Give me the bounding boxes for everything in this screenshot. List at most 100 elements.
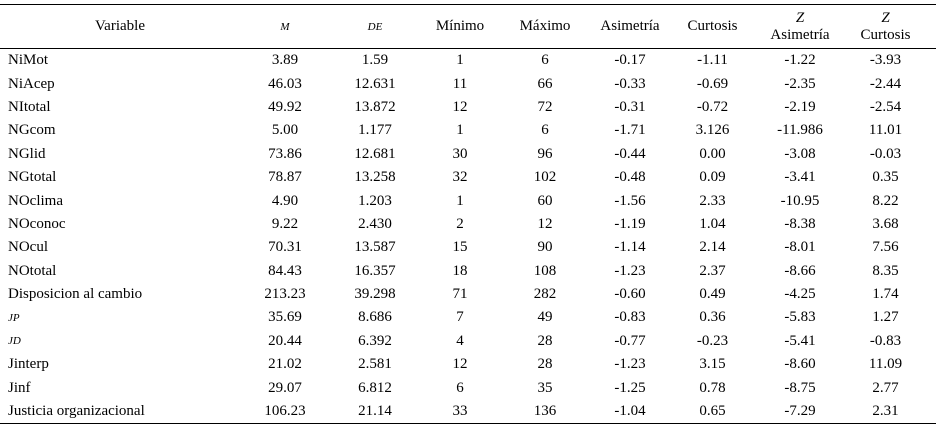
value-cell: -0.60	[600, 283, 660, 306]
cell-text: 1.27	[872, 309, 899, 326]
header-cell: Curtosis	[660, 4, 765, 49]
value-cell: -1.19	[600, 213, 660, 236]
value-cell: -8.75	[765, 376, 835, 399]
cell-text: 1.74	[872, 286, 899, 303]
variable-cell: JP	[0, 306, 250, 329]
cell-text: JD	[8, 335, 21, 348]
cell-text: NGlid	[8, 145, 46, 162]
header-cell: Mínimo	[430, 4, 490, 49]
table-row: JP 35.69 8.686 7 49 -0.83 0.36 -5.83 1.27	[0, 306, 936, 329]
page-body: Variable M DE Mínimo Máximo Asimetría Curtosis…	[0, 4, 936, 432]
cell-text: -0.83	[614, 309, 646, 326]
value-cell: 20.44	[250, 330, 320, 353]
cell-text: 3.126	[695, 122, 730, 139]
cell-text: 1	[456, 122, 464, 139]
cell-text: -0.33	[614, 75, 646, 92]
header-text: DE	[367, 20, 383, 33]
value-cell: 35	[490, 376, 600, 399]
value-cell: 28	[490, 353, 600, 376]
cell-text: NOclima	[8, 192, 63, 209]
header-cell: Z Curtosis	[835, 4, 936, 49]
cell-text: -2.35	[784, 75, 816, 92]
cell-text: 15	[452, 239, 468, 256]
value-cell: 282	[490, 283, 600, 306]
header-cell: M	[250, 4, 320, 49]
value-cell: 12	[490, 213, 600, 236]
descriptive-table: Variable M DE Mínimo Máximo Asimetría Curtosis…	[0, 4, 936, 425]
cell-text: 0.00	[699, 145, 726, 162]
cell-text: 6	[456, 379, 464, 396]
value-cell: 33	[430, 399, 490, 425]
cell-text: -2.44	[869, 75, 902, 92]
value-cell: 18	[430, 260, 490, 283]
cell-text: 12	[452, 98, 468, 115]
cell-text: NGcom	[8, 122, 56, 139]
value-cell: 32	[430, 166, 490, 189]
value-cell: 84.43	[250, 260, 320, 283]
value-cell: 0.36	[660, 306, 765, 329]
value-cell: -5.83	[765, 306, 835, 329]
value-cell: 4	[430, 330, 490, 353]
value-cell: 11.09	[835, 353, 936, 376]
cell-text: -2.54	[869, 98, 902, 115]
value-cell: -8.38	[765, 213, 835, 236]
cell-text: -3.93	[869, 52, 902, 69]
cell-text: Disposicion al cambio	[8, 286, 143, 303]
cell-text: 30	[452, 145, 468, 162]
cell-text: 71	[452, 286, 468, 303]
variable-cell: NOclima	[0, 189, 250, 212]
value-cell: 2.430	[320, 213, 430, 236]
cell-text: 8.22	[872, 192, 899, 209]
value-cell: 1	[430, 119, 490, 142]
cell-text: -8.60	[784, 356, 816, 373]
value-cell: 96	[490, 143, 600, 166]
cell-text: 282	[533, 286, 557, 303]
value-cell: 71	[430, 283, 490, 306]
value-cell: 6	[490, 119, 600, 142]
value-cell: -1.22	[765, 49, 835, 73]
value-cell: 35.69	[250, 306, 320, 329]
value-cell: 12.631	[320, 72, 430, 95]
cell-text: -0.17	[614, 52, 646, 69]
header-text: Mínimo	[435, 18, 485, 34]
cell-text: 12	[537, 215, 553, 232]
cell-text: -8.75	[784, 379, 816, 396]
header-cell: DE	[320, 4, 430, 49]
variable-cell: Justicia organizacional	[0, 399, 250, 425]
value-cell: -0.03	[835, 143, 936, 166]
value-cell: 46.03	[250, 72, 320, 95]
cell-text: 9.22	[271, 215, 299, 232]
table-row: NOclima 4.90 1.203 1 60 -1.56 2.33 -10.95 8.22	[0, 189, 936, 212]
value-cell: 3.89	[250, 49, 320, 73]
value-cell: 7	[430, 306, 490, 329]
value-cell: -1.11	[660, 49, 765, 73]
table-row: Disposicion al cambio 213.23 39.298 71 282 -0…	[0, 283, 936, 306]
value-cell: 0.35	[835, 166, 936, 189]
cell-text: -4.25	[784, 286, 816, 303]
value-cell: -2.19	[765, 96, 835, 119]
variable-cell: Jinterp	[0, 353, 250, 376]
cell-text: -1.04	[614, 403, 646, 420]
cell-text: 12.631	[354, 75, 396, 92]
value-cell: 49	[490, 306, 600, 329]
cell-text: 12	[452, 356, 468, 373]
value-cell: 6	[430, 376, 490, 399]
variable-cell: NOcul	[0, 236, 250, 259]
value-cell: 16.357	[320, 260, 430, 283]
cell-text: 35.69	[268, 309, 302, 326]
cell-text: -0.77	[614, 332, 646, 349]
value-cell: -2.35	[765, 72, 835, 95]
cell-text: 7.56	[872, 239, 899, 256]
value-cell: -1.14	[600, 236, 660, 259]
cell-text: 2.581	[358, 356, 392, 373]
cell-text: 6.812	[358, 379, 392, 396]
cell-text: 1	[456, 192, 464, 209]
cell-text: 72	[537, 98, 553, 115]
cell-text: -1.56	[614, 192, 646, 209]
value-cell: -3.08	[765, 143, 835, 166]
value-cell: -1.23	[600, 260, 660, 283]
cell-text: NiAcep	[8, 75, 55, 92]
cell-text: 96	[537, 145, 553, 162]
cell-text: 16.357	[354, 262, 396, 279]
cell-text: -1.22	[784, 52, 816, 69]
